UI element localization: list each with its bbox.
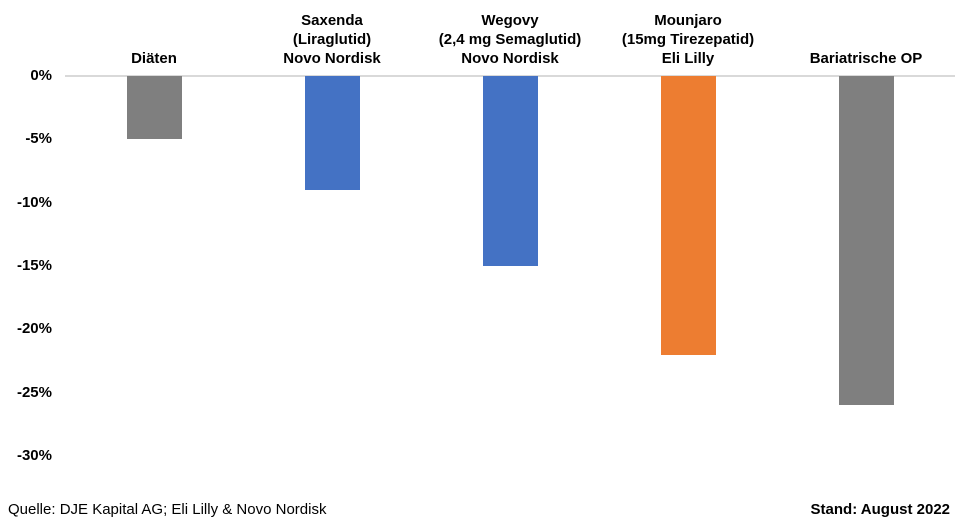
date-note: Stand: August 2022	[810, 501, 950, 518]
y-axis-tick: 0%	[30, 67, 52, 84]
category-label: Mounjaro (15mg Tirezepatid) Eli Lilly	[621, 12, 755, 67]
chart-bar	[482, 76, 538, 266]
bar-chart: 0% -5% -10% -15% -20% -25% -30% Diäten Saxenda (L…	[16, 12, 955, 464]
y-axis-tick: -20%	[16, 320, 52, 338]
y-axis-tick: -5%	[25, 130, 52, 148]
chart-bar	[660, 76, 716, 355]
category-label: Diäten	[131, 50, 177, 67]
source-note: Quelle: DJE Kapital AG; Eli Lilly & Novo…	[8, 501, 327, 518]
y-axis-tick: -30%	[16, 447, 52, 464]
chart-bar	[126, 76, 182, 139]
chart-bar	[838, 76, 894, 405]
y-axis-tick: -10%	[16, 193, 52, 211]
chart-footer: Quelle: DJE Kapital AG; Eli Lilly & Novo…	[0, 501, 960, 518]
category-label: Wegovy (2,4 mg Semaglutid) Novo Nordisk	[438, 12, 582, 67]
chart-bar	[304, 76, 360, 190]
y-axis-tick: -15%	[16, 257, 52, 274]
category-label: Saxenda (Liraglutid) Novo Nordisk	[283, 12, 381, 67]
category-label: Bariatrische OP	[809, 50, 923, 67]
y-axis-tick: -25%	[16, 383, 52, 401]
